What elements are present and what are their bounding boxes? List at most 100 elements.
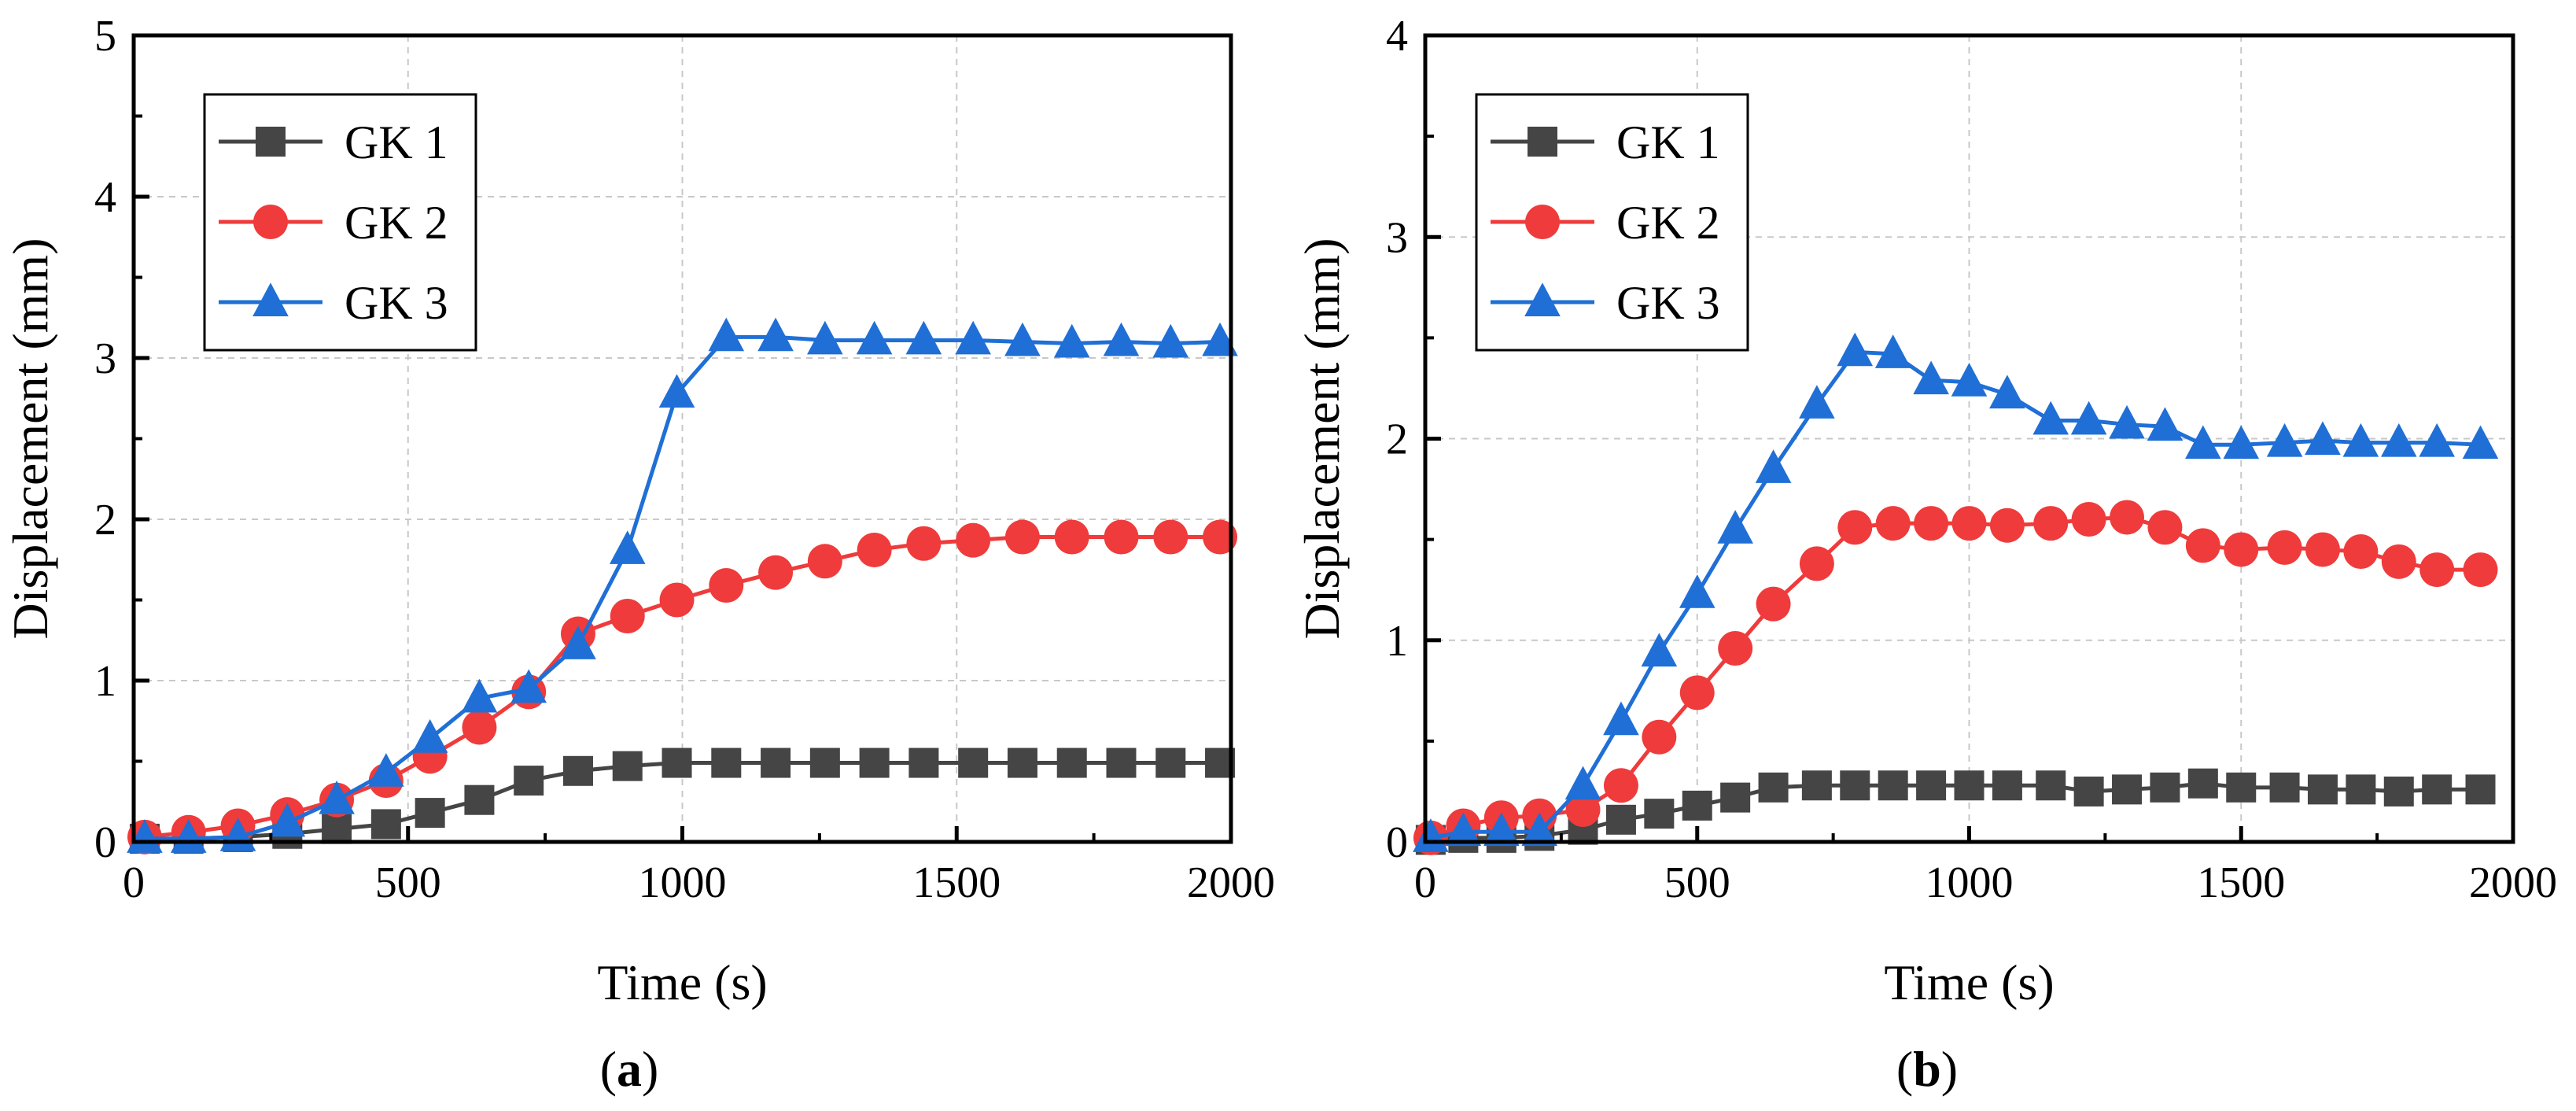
data-point-gk1 xyxy=(1106,747,1137,778)
data-point-gk2 xyxy=(807,544,842,579)
y-tick-label: 4 xyxy=(94,173,116,222)
data-point-gk1 xyxy=(2073,776,2104,806)
y-tick-label: 4 xyxy=(1386,12,1408,61)
data-point-gk3 xyxy=(319,780,355,814)
data-point-gk2 xyxy=(1054,519,1089,555)
data-point-gk3 xyxy=(510,669,547,703)
data-point-gk3 xyxy=(609,530,646,564)
data-point-gk1 xyxy=(908,747,939,778)
legend-label: GK 2 xyxy=(345,197,448,249)
panel-label: (a) xyxy=(600,1041,659,1097)
data-point-gk3 xyxy=(2223,425,2260,460)
x-axis-title: Time (s) xyxy=(1884,954,2054,1010)
data-point-gk3 xyxy=(1679,574,1715,608)
y-tick-label: 2 xyxy=(94,496,116,544)
data-point-gk3 xyxy=(1152,323,1189,358)
data-point-gk2 xyxy=(1837,510,1873,545)
data-point-gk2 xyxy=(2305,532,2340,567)
data-point-gk3 xyxy=(2147,407,2184,441)
data-point-gk2 xyxy=(1756,586,1791,622)
data-point-gk1 xyxy=(1644,799,1675,829)
data-point-gk3 xyxy=(2419,423,2455,457)
data-point-gk2 xyxy=(1989,508,2025,543)
data-point-gk1 xyxy=(1954,770,1985,801)
data-point-gk2 xyxy=(1875,506,1911,541)
data-point-gk3 xyxy=(905,320,942,355)
y-tick-label: 3 xyxy=(1386,213,1408,262)
legend-marker xyxy=(1528,127,1557,157)
data-point-gk3 xyxy=(368,753,404,787)
data-point-gk1 xyxy=(859,747,890,778)
data-point-gk3 xyxy=(658,374,695,408)
data-point-gk3 xyxy=(1755,449,1792,483)
data-point-gk2 xyxy=(1799,546,1834,581)
y-axis-title: Displacement (mm) xyxy=(2,238,58,639)
data-point-gk1 xyxy=(809,747,840,778)
x-tick-label: 2000 xyxy=(2469,858,2557,907)
data-point-gk2 xyxy=(709,568,744,603)
data-point-gk1 xyxy=(562,755,593,786)
data-point-gk3 xyxy=(856,320,893,355)
data-point-gk3 xyxy=(1483,812,1520,847)
series-line-gk1 xyxy=(1430,781,2481,842)
data-point-gk3 xyxy=(411,719,448,753)
data-point-gk2 xyxy=(462,710,497,745)
data-point-gk3 xyxy=(807,320,843,355)
x-tick-label: 1500 xyxy=(912,858,1001,907)
data-point-gk3 xyxy=(1989,375,2025,409)
data-point-gk1 xyxy=(1992,770,2022,801)
data-point-gk2 xyxy=(1951,506,1987,541)
data-point-gk2 xyxy=(2267,530,2302,565)
data-point-gk2 xyxy=(2185,528,2220,563)
data-point-gk2 xyxy=(2110,500,2145,535)
data-point-gk3 xyxy=(1053,323,1090,358)
data-point-gk3 xyxy=(2109,404,2145,439)
data-point-gk3 xyxy=(2185,425,2221,460)
data-point-gk2 xyxy=(2381,544,2416,579)
data-point-gk1 xyxy=(1155,747,1186,778)
data-point-gk2 xyxy=(906,526,942,561)
data-point-gk2 xyxy=(2419,552,2455,588)
panel-b: 0 500 1000 1500 2000 0 1 2 3 4 Time (s) Displacemen… xyxy=(1294,12,2557,1097)
y-tick-label: 3 xyxy=(94,334,116,383)
x-tick-label: 1500 xyxy=(2197,858,2285,907)
legend-label: GK 3 xyxy=(1616,277,1720,329)
legend-marker xyxy=(252,282,289,316)
data-point-gk1 xyxy=(1720,782,1751,813)
data-point-gk2 xyxy=(1914,506,1949,541)
data-point-gk3 xyxy=(2462,425,2499,460)
series-line-gk2 xyxy=(1430,515,2481,840)
data-point-gk3 xyxy=(1837,332,1874,367)
data-point-gk1 xyxy=(2346,774,2376,805)
y-tick-label: 1 xyxy=(94,657,116,706)
legend: GK 1 GK 2 GK 3 xyxy=(203,93,477,352)
data-point-gk2 xyxy=(758,555,794,590)
data-point-gk3 xyxy=(1445,812,1482,847)
x-tick-label: 2000 xyxy=(1187,858,1275,907)
data-point-gk2 xyxy=(2343,534,2379,569)
data-point-gk1 xyxy=(2112,774,2143,805)
x-tick-label: 0 xyxy=(123,858,145,907)
x-tick-label: 1000 xyxy=(1926,858,2014,907)
data-point-gk3 xyxy=(2266,423,2303,457)
data-point-gk2 xyxy=(2224,532,2259,567)
data-point-gk2 xyxy=(1153,519,1188,555)
data-point-gk2 xyxy=(1679,675,1715,711)
data-point-gk1 xyxy=(370,809,401,840)
legend-marker xyxy=(256,127,286,157)
data-point-gk1 xyxy=(1682,790,1712,821)
data-point-gk3 xyxy=(2032,400,2069,435)
legend: GK 1 GK 2 GK 3 xyxy=(1475,93,1749,352)
data-point-gk3 xyxy=(955,320,991,355)
data-point-gk2 xyxy=(1565,792,1601,827)
data-point-gk3 xyxy=(170,819,207,853)
data-point-gk3 xyxy=(1103,322,1140,356)
legend-label: GK 3 xyxy=(345,277,448,329)
data-point-gk3 xyxy=(1913,360,1949,395)
data-point-gk1 xyxy=(1801,770,1832,801)
data-point-gk1 xyxy=(1056,747,1087,778)
data-point-gk2 xyxy=(956,522,991,558)
data-point-gk1 xyxy=(612,751,643,781)
data-point-gk3 xyxy=(127,819,163,853)
